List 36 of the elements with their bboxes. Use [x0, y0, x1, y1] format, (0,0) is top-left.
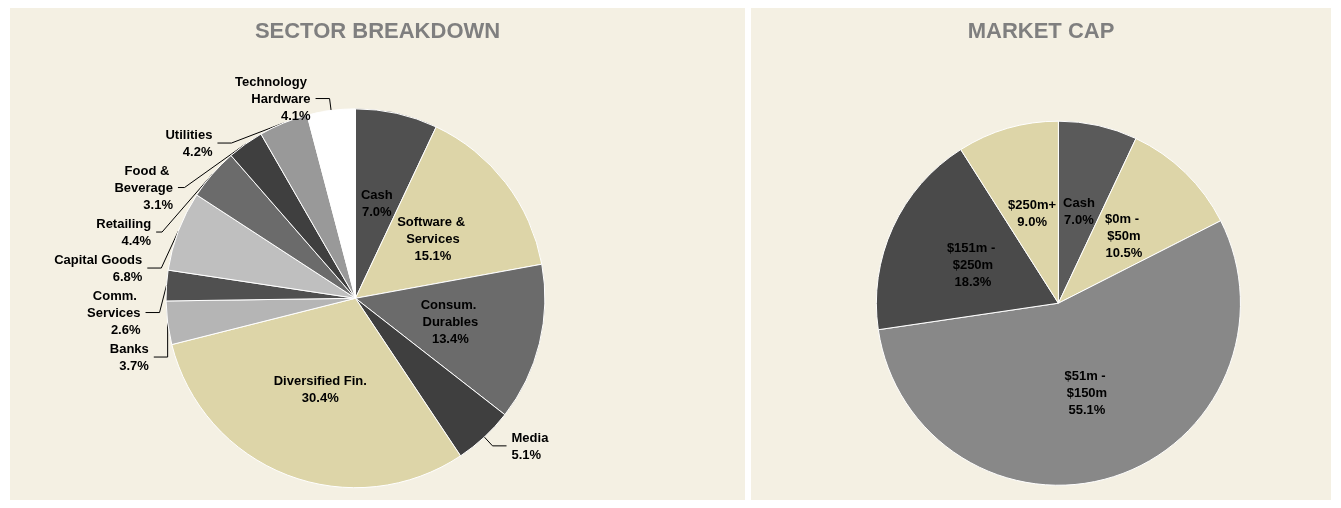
data-label: 15.1%: [414, 248, 452, 264]
slice-label: $51m - $150m: [1064, 368, 1110, 401]
slice-label: $151m - $250m: [946, 239, 999, 272]
data-label: 6.8%: [112, 269, 143, 285]
data-label: 2.6%: [110, 322, 141, 338]
data-label: 30.4%: [301, 390, 340, 406]
data-label: 13.4%: [431, 331, 470, 347]
slice-label: Utilities: [165, 127, 213, 143]
data-label: 3.1%: [143, 197, 174, 213]
slice-label: Capital Goods: [54, 252, 143, 268]
slice-label: Software & Services: [397, 214, 469, 247]
data-label: 7.0%: [1064, 212, 1095, 228]
slice-label: Diversified Fin.: [273, 373, 367, 389]
data-label: 9.0%: [1017, 213, 1048, 229]
slice-label: Banks: [109, 341, 149, 357]
data-label: 5.1%: [511, 446, 542, 462]
data-label: 4.1%: [280, 108, 311, 124]
data-label: 3.7%: [119, 358, 150, 374]
data-label: 55.1%: [1068, 402, 1106, 418]
slice-label: $250m+: [1008, 196, 1057, 212]
data-label: 18.3%: [954, 273, 992, 289]
slice-label: Cash: [1063, 195, 1095, 211]
slice-label: Media: [511, 429, 550, 445]
slice-label: Food & Beverage: [114, 163, 173, 196]
slice-label: Consum. Durables: [420, 297, 480, 330]
data-label: 7.0%: [361, 203, 393, 219]
data-label: 4.4%: [121, 233, 152, 249]
slice-label: Retailing: [96, 216, 152, 232]
slice-label: $0m - $50m: [1105, 211, 1143, 244]
data-label: 4.2%: [182, 144, 213, 160]
slice-label: Comm. Services: [87, 288, 141, 321]
slice-label: Technology Hardware: [234, 74, 311, 107]
chart-title: SECTOR BREAKDOWN: [254, 17, 501, 43]
data-label: 10.5%: [1105, 245, 1143, 261]
slice-label: Cash: [360, 186, 393, 202]
chart-title: MARKET CAP: [967, 17, 1115, 43]
